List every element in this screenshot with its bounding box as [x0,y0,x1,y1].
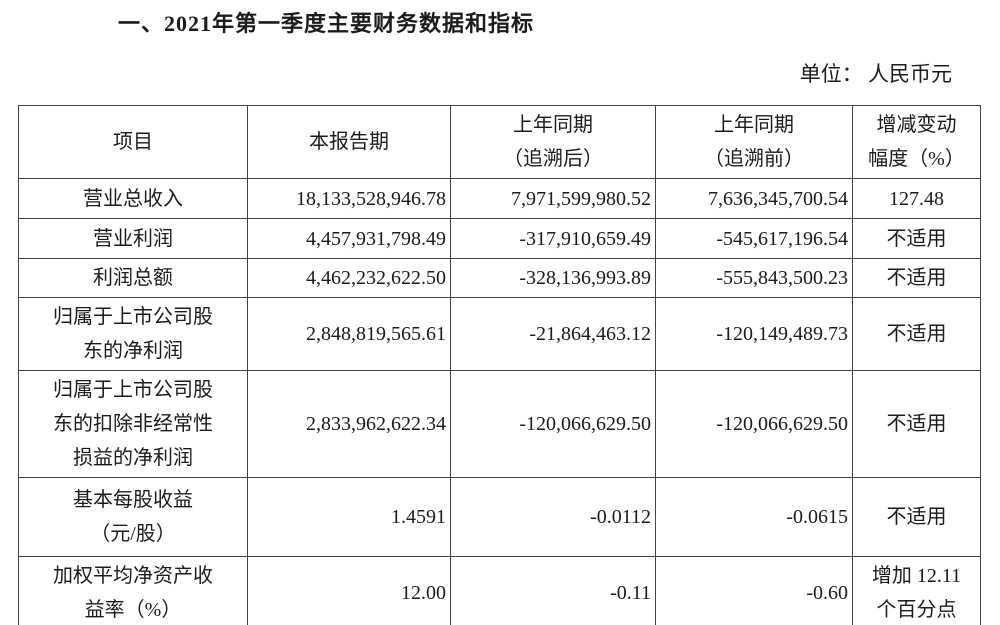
table-row: 归属于上市公司股 东的净利润 2,848,819,565.61 -21,864,… [18,297,981,371]
cell-change: 不适用 [852,258,981,298]
cell-current-period: 18,133,528,946.78 [247,178,451,219]
cell-current-period: 4,462,232,622.50 [247,258,451,298]
cell-item: 基本每股收益 （元/股） [18,477,248,557]
table-row: 营业总收入 18,133,528,946.78 7,971,599,980.52… [18,178,981,219]
table-row: 基本每股收益 （元/股） 1.4591 -0.0112 -0.0615 不适用 [18,477,981,557]
table-row: 利润总额 4,462,232,622.50 -328,136,993.89 -5… [18,258,981,298]
cell-prior-restated: 7,971,599,980.52 [450,178,656,219]
cell-prior-restated: -0.0112 [450,477,656,557]
col-header-change: 增减变动 幅度（%） [852,105,981,179]
cell-current-period: 2,848,819,565.61 [247,297,451,371]
cell-prior-original: -0.60 [655,556,853,625]
cell-current-period: 2,833,962,622.34 [247,370,451,478]
cell-prior-original: -0.0615 [655,477,853,557]
cell-change: 增加 12.11 个百分点 [852,556,981,625]
cell-change: 不适用 [852,218,981,259]
financial-table: 项目 本报告期 上年同期 （追溯后） 上年同期 （追溯前） 增减变动 幅度（%）… [18,105,981,625]
table-header-row: 项目 本报告期 上年同期 （追溯后） 上年同期 （追溯前） 增减变动 幅度（%） [18,105,981,179]
cell-current-period: 4,457,931,798.49 [247,218,451,259]
section-title: 一、2021年第一季度主要财务数据和指标 [118,11,535,36]
table-row: 归属于上市公司股 东的扣除非经常性 损益的净利润 2,833,962,622.3… [18,370,981,478]
cell-item: 营业利润 [18,218,248,259]
cell-prior-original: -120,066,629.50 [655,370,853,478]
cell-current-period: 12.00 [247,556,451,625]
cell-item: 归属于上市公司股 东的净利润 [18,297,248,371]
table-row: 加权平均净资产收 益率（%） 12.00 -0.11 -0.60 增加 12.1… [18,556,981,625]
cell-prior-restated: -120,066,629.50 [450,370,656,478]
cell-item: 利润总额 [18,258,248,298]
cell-change: 不适用 [852,370,981,478]
cell-prior-original: 7,636,345,700.54 [655,178,853,219]
unit-label: 单位： 人民币元 [799,62,952,86]
cell-change: 不适用 [852,297,981,371]
cell-change: 不适用 [852,477,981,557]
col-header-item: 项目 [18,105,248,179]
cell-item: 加权平均净资产收 益率（%） [18,556,248,625]
col-header-prior-restated: 上年同期 （追溯后） [450,105,656,179]
col-header-current-period: 本报告期 [247,105,451,179]
cell-item: 归属于上市公司股 东的扣除非经常性 损益的净利润 [18,370,248,478]
cell-current-period: 1.4591 [247,477,451,557]
cell-change: 127.48 [852,178,981,219]
cell-prior-restated: -0.11 [450,556,656,625]
cell-prior-original: -545,617,196.54 [655,218,853,259]
cell-item: 营业总收入 [18,178,248,219]
cell-prior-restated: -21,864,463.12 [450,297,656,371]
col-header-prior-original: 上年同期 （追溯前） [655,105,853,179]
cell-prior-original: -120,149,489.73 [655,297,853,371]
table-row: 营业利润 4,457,931,798.49 -317,910,659.49 -5… [18,218,981,259]
cell-prior-restated: -317,910,659.49 [450,218,656,259]
cell-prior-restated: -328,136,993.89 [450,258,656,298]
cell-prior-original: -555,843,500.23 [655,258,853,298]
